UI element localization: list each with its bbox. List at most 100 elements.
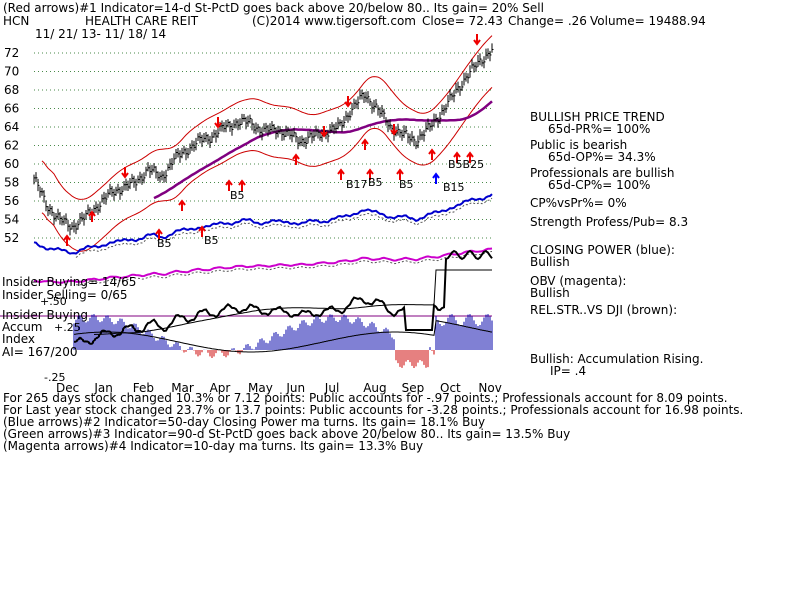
month-tick-label: Apr xyxy=(210,381,231,395)
price-tick-label: 64 xyxy=(4,120,19,134)
upper-band-line xyxy=(41,35,493,200)
price-tick-label: 70 xyxy=(4,65,19,79)
price-tick-label: 62 xyxy=(4,139,19,153)
accum-tick-minus25: -.25 xyxy=(44,371,65,384)
relative-strength-line xyxy=(73,249,493,345)
signal-label-b17: B17 xyxy=(346,178,368,191)
closing-power-status: Bullish xyxy=(530,255,570,269)
footer-line-265days: For 265 days stock changed 10.3% or 7.12… xyxy=(3,391,728,405)
signal-labels: B5 B5 B5 B17 B5 B5 B15 B5B25 xyxy=(157,158,484,250)
buy-arrow xyxy=(396,168,404,180)
trend-value: 65d-PR%= 100% xyxy=(548,122,650,136)
footer-line-lastyear: For Last year stock changed 23.7% or 13.… xyxy=(3,403,743,417)
insider-buying-count: Insider Buying= 14/65 xyxy=(2,275,136,289)
signal-label-b5-mar2: B5 xyxy=(204,234,219,247)
buy-arrow xyxy=(178,199,186,211)
closing-power-title: CLOSING POWER (blue): xyxy=(530,243,675,257)
date-range: 11/ 21/ 13- 11/ 18/ 14 xyxy=(35,27,166,41)
relstr-title: REL.STR..VS DJI (brown): xyxy=(530,303,677,317)
footer-line-green-arrows: (Green arrows)#3 Indicator=90-d St-PctD … xyxy=(3,427,570,441)
professionals-title: Professionals are bullish xyxy=(530,166,675,180)
month-tick-label: May xyxy=(248,381,273,395)
ip-value: IP= .4 xyxy=(550,364,586,378)
signal-label-b5-apr: B5 xyxy=(230,189,245,202)
professionals-value: 65d-CP%= 100% xyxy=(548,178,650,192)
month-tick-label: Jan xyxy=(93,381,113,395)
price-tick-label: 56 xyxy=(4,194,19,208)
sell-arrow xyxy=(473,34,481,46)
price-tick-label: 60 xyxy=(4,157,19,171)
strength-ratio: Strength Profess/Pub= 8.3 xyxy=(530,215,688,229)
index-label: Index xyxy=(2,332,35,346)
public-value: 65d-OP%= 34.3% xyxy=(548,150,656,164)
sell-arrow xyxy=(214,117,222,129)
insider-buying-label: Insider Buying xyxy=(2,308,88,322)
price-tick-label: 72 xyxy=(4,46,19,60)
buy-arrow xyxy=(428,148,436,160)
closing-power-line xyxy=(33,193,493,255)
accumulation-status: Bullish: Accumulation Rising. xyxy=(530,352,703,366)
price-tick-label: 52 xyxy=(4,231,19,245)
month-tick-label: Aug xyxy=(363,381,386,395)
month-axis: Dec Jan Feb Mar Apr May Jun Jul Aug Sep Oct Nov xyxy=(56,381,502,395)
obv-status: Bullish xyxy=(530,286,570,300)
cp-vs-pr: CP%vsPr%= 0% xyxy=(530,196,627,210)
price-tick-label: 68 xyxy=(4,83,19,97)
month-tick-label: Sep xyxy=(402,381,425,395)
buy-arrow xyxy=(337,168,345,180)
accumulation-bars xyxy=(73,314,493,368)
buy-arrow xyxy=(432,172,440,184)
header-indicator-line: (Red arrows)#1 Indicator=14-d St-PctD go… xyxy=(3,1,544,15)
obv-ma-line xyxy=(75,251,493,286)
sell-arrow xyxy=(344,96,352,108)
obv-title: OBV (magenta): xyxy=(530,274,626,288)
buy-arrow xyxy=(453,151,461,163)
copyright-text: (C)2014 www.tigersoft.com xyxy=(252,14,416,28)
price-y-axis: 72 70 68 66 64 62 60 58 56 54 52 xyxy=(4,46,19,245)
price-panel: 72 70 68 66 64 62 60 58 56 54 52 B5 B5 B5 B17 B5 B… xyxy=(4,34,494,286)
price-bars xyxy=(33,43,494,236)
volume-value: Volume= 19488.94 xyxy=(590,14,706,28)
footer-line-magenta-arrows: (Magenta arrows)#4 Indicator=10-day ma t… xyxy=(3,439,423,453)
obv-line xyxy=(33,247,493,284)
signal-arrows xyxy=(63,34,481,246)
month-tick-label: Mar xyxy=(171,381,194,395)
lower-band-line xyxy=(41,87,493,252)
buy-arrow xyxy=(292,153,300,165)
buy-arrow xyxy=(225,179,233,191)
buy-arrow xyxy=(366,168,374,180)
sell-arrow xyxy=(121,167,129,179)
month-tick-label: Jun xyxy=(285,381,305,395)
buy-arrow xyxy=(198,225,206,237)
footer-notes: For 265 days stock changed 10.3% or 7.12… xyxy=(3,391,743,453)
buy-arrow xyxy=(466,151,474,163)
month-tick-label: Nov xyxy=(478,381,501,395)
month-tick-label: Feb xyxy=(133,381,154,395)
month-tick-label: Jul xyxy=(324,381,339,395)
signal-label-b5-mar: B5 xyxy=(157,237,172,250)
sell-arrow xyxy=(320,126,328,138)
insider-selling-count: Insider Selling= 0/65 xyxy=(2,288,128,302)
ticker-symbol: HCN xyxy=(3,14,29,28)
signal-label-b15: B15 xyxy=(443,181,465,194)
change-value: Change= .26 xyxy=(508,14,587,28)
signal-label-b5-aug: B5 xyxy=(368,176,383,189)
public-title: Public is bearish xyxy=(530,138,627,152)
accum-tick-plus25: +.25 xyxy=(54,321,81,334)
accumulation-ma-line xyxy=(73,320,493,353)
price-grid xyxy=(34,52,492,239)
relative-strength-ma-line xyxy=(93,269,492,335)
price-tick-label: 58 xyxy=(4,176,19,190)
signal-label-b5-sep: B5 xyxy=(399,178,414,191)
buy-arrow xyxy=(361,138,369,150)
buy-arrow xyxy=(88,210,96,222)
accum-label: Accum xyxy=(2,320,43,334)
signal-label-b5b25: B5B25 xyxy=(448,158,484,171)
month-tick-label: Dec xyxy=(56,381,79,395)
buy-arrow xyxy=(238,179,246,191)
company-name: HEALTH CARE REIT xyxy=(85,14,199,28)
trend-title: BULLISH PRICE TREND xyxy=(530,110,665,124)
moving-average-line xyxy=(153,100,493,200)
accum-tick-plus50: +.50 xyxy=(40,295,67,308)
